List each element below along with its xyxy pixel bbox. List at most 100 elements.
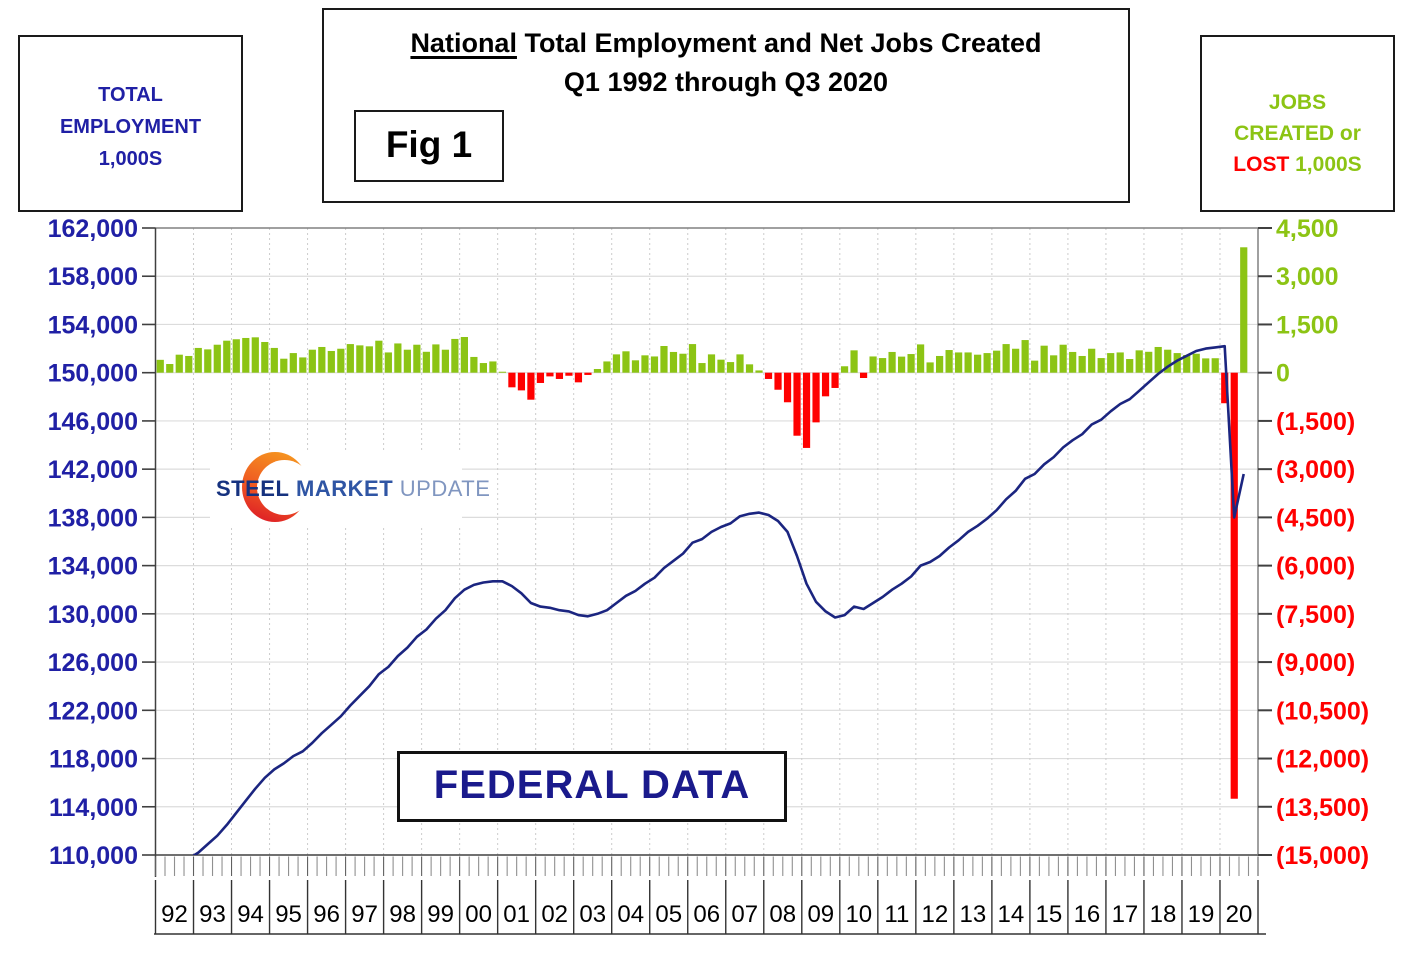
right-axis-tick-label: 0 — [1276, 360, 1290, 388]
logo-text: STEEL MARKET UPDATE — [216, 476, 490, 502]
bar-jobs-lost — [536, 372, 545, 383]
bar-jobs-created — [223, 340, 231, 373]
x-axis-year-label: 93 — [199, 901, 226, 928]
bar-jobs-lost — [793, 372, 801, 436]
total-employment-line — [192, 344, 1245, 855]
x-axis-year-label: 01 — [503, 901, 530, 928]
x-axis-year-label: 10 — [845, 901, 872, 928]
bar-jobs-created — [441, 349, 449, 373]
bar-jobs-created — [1154, 346, 1162, 373]
bar-jobs-created — [375, 340, 383, 373]
logo-word-update: UPDATE — [399, 476, 491, 501]
bar-jobs-created — [413, 344, 421, 373]
bar-jobs-created — [755, 370, 763, 373]
bar-jobs-lost — [508, 372, 516, 388]
bar-jobs-created — [489, 361, 497, 373]
federal-data-annotation: FEDERAL DATA — [397, 751, 787, 822]
bar-jobs-created — [745, 364, 754, 373]
bar-jobs-lost — [802, 372, 811, 448]
bar-jobs-lost — [764, 372, 773, 379]
bar-jobs-created — [888, 351, 896, 373]
bar-jobs-created — [175, 354, 183, 373]
x-axis-year-label: 94 — [237, 901, 264, 928]
x-axis-year-label: 17 — [1112, 901, 1139, 928]
bar-jobs-created — [261, 341, 269, 373]
bar-jobs-lost — [555, 372, 564, 379]
bar-jobs-lost — [565, 372, 573, 376]
bar-jobs-created — [964, 352, 972, 373]
x-axis-year-label: 14 — [998, 901, 1025, 928]
bar-jobs-created — [356, 345, 364, 373]
bar-jobs-created — [308, 349, 316, 373]
bar-jobs-lost — [527, 372, 535, 400]
left-axis-tick-label: 146,000 — [48, 408, 138, 436]
x-axis-year-label: 04 — [617, 901, 644, 928]
plot-frame — [142, 227, 1272, 935]
bar-jobs-lost — [574, 372, 583, 383]
bar-jobs-created — [736, 354, 744, 373]
bar-jobs-created — [1164, 349, 1172, 373]
x-axis-year-label: 96 — [313, 901, 340, 928]
left-legend-line1: TOTAL — [98, 84, 163, 106]
bar-jobs-created — [470, 356, 478, 373]
bar-jobs-created — [365, 346, 373, 373]
bar-jobs-created — [479, 363, 487, 373]
chart-title-emphasis: National — [410, 28, 517, 58]
right-legend-line3: LOST 1,000S — [1202, 149, 1393, 180]
x-axis-year-label: 05 — [655, 901, 682, 928]
bar-jobs-created — [1012, 348, 1020, 373]
bar-jobs-created — [337, 348, 345, 373]
bar-jobs-created — [1202, 358, 1210, 373]
bar-jobs-created — [916, 344, 925, 373]
x-axis-year-label: 16 — [1074, 901, 1101, 928]
bar-jobs-created — [1050, 355, 1058, 373]
bar-jobs-created — [318, 346, 326, 373]
bar-jobs-created — [1021, 340, 1029, 373]
left-axis-tick-label: 134,000 — [48, 553, 138, 581]
right-legend-line1: JOBS — [1268, 91, 1327, 114]
bar-jobs-created — [593, 368, 602, 373]
x-axis-year-label: 09 — [807, 901, 834, 928]
bar-jobs-created — [432, 344, 440, 373]
right-legend-unit-word: 1,000S — [1289, 153, 1362, 176]
bar-jobs-created — [1002, 344, 1010, 373]
bar-jobs-created — [251, 337, 259, 373]
right-axis-tick-label: (15,000) — [1276, 842, 1369, 870]
bar-jobs-created — [1097, 358, 1105, 373]
bar-jobs-created — [242, 337, 250, 373]
bar-jobs-created — [403, 349, 411, 373]
bar-jobs-created — [955, 352, 963, 373]
bar-jobs-created — [878, 358, 887, 373]
x-axis-year-label: 15 — [1036, 901, 1063, 928]
left-axis-tick-label: 150,000 — [48, 360, 138, 388]
figure-number-box: Fig 1 — [354, 110, 504, 182]
bar-jobs-created — [204, 349, 212, 373]
x-axis-year-label: 03 — [579, 901, 606, 928]
bar-jobs-created — [346, 344, 354, 373]
left-axis-tick-label: 138,000 — [48, 504, 138, 532]
bar-jobs-created — [460, 337, 468, 373]
bar-jobs-created — [726, 362, 735, 373]
bar-jobs-created — [1211, 358, 1219, 373]
bar-jobs-created — [270, 347, 278, 373]
bar-jobs-created — [869, 356, 877, 373]
logo-crescent-icon — [242, 452, 312, 522]
bar-jobs-created — [1040, 345, 1048, 373]
bar-jobs-created — [603, 361, 611, 373]
bar-jobs-created — [707, 354, 716, 373]
right-axis-tick-label: 1,500 — [1276, 311, 1339, 339]
x-axis-year-label: 00 — [465, 901, 492, 928]
right-axis-tick-label: (7,500) — [1276, 601, 1355, 629]
x-axis-year-label: 06 — [693, 901, 720, 928]
bar-jobs-lost — [546, 372, 554, 377]
bar-jobs-created — [945, 350, 953, 373]
right-axis-tick-label: (1,500) — [1276, 408, 1355, 436]
federal-data-label: FEDERAL DATA — [433, 763, 751, 807]
bar-jobs-created — [936, 355, 944, 373]
left-axis-tick-label: 118,000 — [49, 746, 138, 774]
bar-jobs-created — [451, 338, 459, 373]
bar-jobs-created — [194, 347, 202, 373]
net-jobs-bars — [156, 247, 1248, 799]
bar-jobs-created — [650, 356, 659, 373]
right-axis-tick-label: (4,500) — [1276, 504, 1355, 532]
